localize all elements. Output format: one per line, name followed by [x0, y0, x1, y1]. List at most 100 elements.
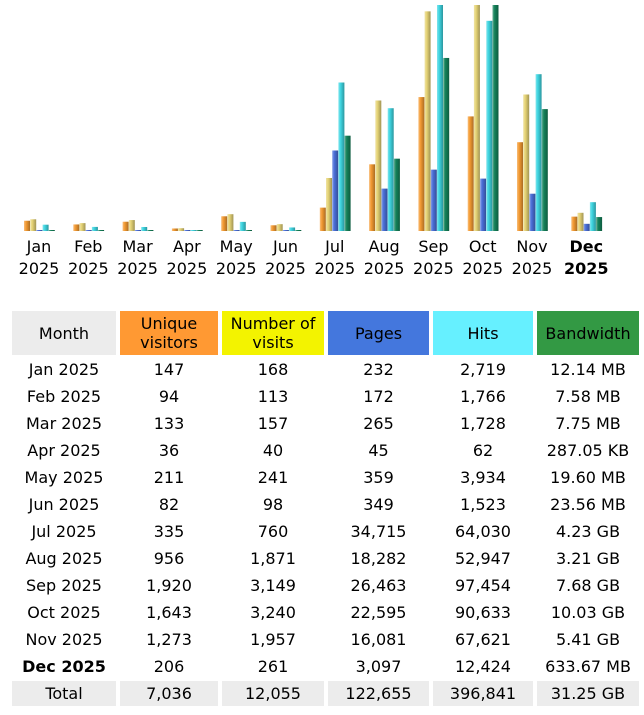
- table-cell: 23.56 MB: [550, 495, 626, 514]
- visitors-bar: [24, 220, 30, 231]
- visits-bar: [178, 228, 185, 231]
- table-cell: Mar 2025: [26, 414, 102, 433]
- hits-bar: [338, 82, 345, 231]
- table-cell: 90,633: [455, 603, 511, 622]
- table-cell: 211: [153, 468, 185, 487]
- table-cell: Jan 2025: [28, 360, 100, 379]
- visits-bar: [30, 219, 37, 231]
- table-cell: 7.75 MB: [555, 414, 621, 433]
- visitors-bar: [369, 164, 376, 231]
- table-cell: 1,957: [250, 630, 296, 649]
- table-cell: 18,282: [350, 549, 407, 568]
- visitors-bar: [319, 207, 326, 231]
- visitors-bar: [73, 224, 80, 231]
- table-cell: 16,081: [350, 630, 407, 649]
- table-cell: 633.67 MB: [545, 657, 631, 676]
- table-cell: 133: [153, 414, 185, 433]
- visitors-bar: [467, 116, 474, 231]
- bandwidth-bar: [98, 230, 105, 231]
- table-cell: 67,621: [455, 630, 511, 649]
- pages-bar: [282, 230, 289, 231]
- column-header: Bandwidth: [537, 311, 639, 355]
- pages-bar: [36, 230, 43, 231]
- table-cell: 335: [153, 522, 185, 541]
- bandwidth-bar: [147, 230, 154, 231]
- table-row: Feb 2025 94 113 172 1,766 7.58 MB: [12, 384, 639, 409]
- hits-bar: [589, 202, 596, 231]
- table-cell: Jul 2025: [31, 522, 97, 541]
- pages-bar: [381, 188, 388, 231]
- column-header: Unique visitors: [120, 311, 218, 355]
- visits-bar: [326, 177, 332, 231]
- table-cell: Aug 2025: [25, 549, 103, 568]
- hits-bar: [535, 74, 542, 231]
- table-cell: 3,097: [355, 657, 402, 676]
- hits-bar: [486, 20, 493, 231]
- table-cell: 1,643: [146, 603, 192, 622]
- pages-bar: [430, 169, 437, 231]
- table-cell: 94: [158, 387, 180, 406]
- hits-bar: [42, 224, 49, 231]
- table-cell: 45: [368, 441, 389, 460]
- pages-bar: [480, 178, 487, 231]
- table-cell: 1,523: [460, 495, 506, 514]
- table-cell: Oct 2025: [27, 603, 101, 622]
- table-cell: 1,871: [250, 549, 296, 568]
- table-cell: Feb 2025: [26, 387, 102, 406]
- bandwidth-bar: [393, 158, 400, 231]
- visits-bar: [424, 11, 431, 231]
- table-cell: 3.21 GB: [555, 549, 621, 568]
- visits-bar: [473, 5, 480, 231]
- bandwidth-bar: [196, 230, 203, 231]
- visitors-bar: [270, 225, 277, 231]
- bandwidth-bar: [344, 135, 351, 231]
- x-tick-label: Aug 2025: [363, 237, 405, 278]
- table-cell: 1,920: [146, 576, 192, 595]
- table-cell: 7.68 GB: [555, 576, 621, 595]
- bandwidth-bar: [246, 230, 252, 231]
- table-cell: 34,715: [350, 522, 407, 541]
- table-row: Jan 2025 147 168 232 2,719 12.14 MB: [12, 357, 639, 382]
- pages-bar: [135, 230, 141, 231]
- table-cell: Sep 2025: [26, 576, 102, 595]
- table-cell: 26,463: [350, 576, 407, 595]
- x-tick-label: Jun 2025: [265, 237, 306, 278]
- table-cell: 10.03 GB: [550, 603, 626, 622]
- table-cell: 232: [363, 360, 394, 379]
- table-cell: Dec 2025: [22, 657, 106, 676]
- table-cell: 7.58 MB: [555, 387, 621, 406]
- visits-bar: [276, 224, 283, 231]
- table-cell: 760: [257, 522, 289, 541]
- table-cell: 1,766: [460, 387, 506, 406]
- table-cell: 1,728: [460, 414, 506, 433]
- visitors-bar: [517, 142, 523, 231]
- x-tick-label: Jul 2025: [314, 237, 356, 278]
- table-cell: Apr 2025: [27, 441, 101, 460]
- visits-bar: [227, 214, 234, 231]
- visitors-bar: [418, 97, 425, 232]
- table-row: Jul 2025 335 760 34,715 64,030 4.23 GB: [12, 519, 639, 544]
- table-cell: 206: [153, 657, 185, 676]
- table-cell: 52,947: [455, 549, 511, 568]
- table-cell: 40: [262, 441, 284, 460]
- bandwidth-bar: [492, 5, 499, 231]
- x-tick-label: Jan 2025: [18, 237, 60, 278]
- x-tick-label: May 2025: [215, 237, 257, 278]
- column-header: Pages: [328, 311, 429, 355]
- hits-bar: [437, 5, 443, 231]
- table-cell: 349: [363, 495, 394, 514]
- total-cell: 396,841: [433, 681, 533, 706]
- table-row: Apr 2025 36 40 45 62 287.05 KB: [12, 438, 639, 463]
- visits-bar: [523, 94, 530, 231]
- table-row: Sep 2025 1,920 3,149 26,463 97,454 7.68 GB: [12, 573, 639, 598]
- bandwidth-bar: [443, 57, 450, 231]
- table-row: Dec 2025 206 261 3,097 12,424 633.67 MB: [12, 654, 639, 679]
- table-cell: 3,934: [460, 468, 506, 487]
- table-row: Oct 2025 1,643 3,240 22,595 90,633 10.03 GB: [12, 600, 639, 625]
- pages-bar: [332, 150, 339, 231]
- table-row: Mar 2025 133 157 265 1,728 7.75 MB: [12, 411, 639, 436]
- table-cell: 168: [257, 360, 289, 379]
- table-cell: May 2025: [24, 468, 104, 487]
- table-cell: Nov 2025: [25, 630, 103, 649]
- table-cell: 3,240: [250, 603, 296, 622]
